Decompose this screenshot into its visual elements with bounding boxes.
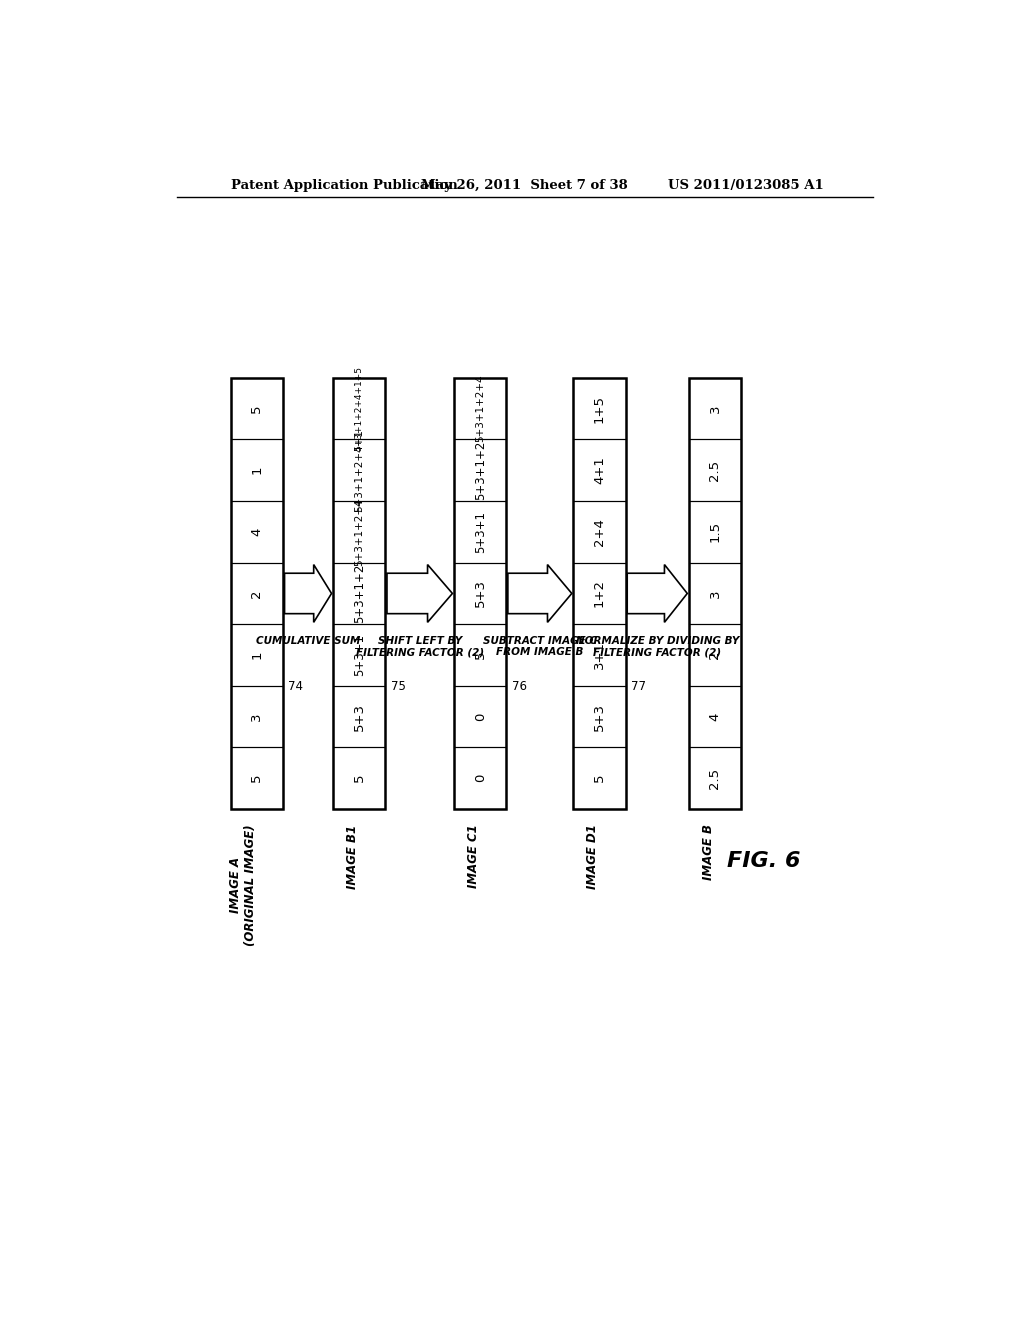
Text: 5: 5	[250, 774, 263, 783]
Text: 0: 0	[474, 713, 486, 721]
Polygon shape	[508, 565, 571, 622]
Bar	[689, 686, 741, 747]
Text: IMAGE D1: IMAGE D1	[587, 825, 599, 890]
Bar	[689, 624, 741, 686]
Bar	[454, 624, 506, 686]
Text: 5: 5	[352, 774, 366, 783]
Bar	[573, 686, 626, 747]
Text: IMAGE B1: IMAGE B1	[346, 825, 359, 888]
Bar	[689, 440, 741, 502]
Text: 5+3+1+2+4+1+5: 5+3+1+2+4+1+5	[354, 366, 364, 451]
Bar	[573, 378, 626, 440]
Text: 0: 0	[474, 774, 486, 783]
Text: FIG. 6: FIG. 6	[727, 851, 801, 871]
Bar	[333, 747, 385, 809]
Bar	[454, 378, 506, 809]
Text: 2: 2	[709, 651, 722, 659]
Text: 1+5: 1+5	[593, 395, 606, 422]
Text: 3: 3	[709, 589, 722, 598]
Text: 2+4: 2+4	[593, 517, 606, 545]
Text: 5+3+1+2+4+1: 5+3+1+2+4+1	[354, 429, 365, 512]
Text: 75: 75	[391, 680, 406, 693]
Bar	[454, 502, 506, 562]
Text: 5+3: 5+3	[593, 702, 606, 731]
Text: 5: 5	[593, 774, 606, 783]
Text: 1.5: 1.5	[709, 521, 722, 543]
Text: IMAGE A
(ORIGINAL IMAGE): IMAGE A (ORIGINAL IMAGE)	[228, 825, 257, 946]
Bar	[454, 440, 506, 502]
Text: May 26, 2011  Sheet 7 of 38: May 26, 2011 Sheet 7 of 38	[422, 178, 628, 191]
Bar	[454, 686, 506, 747]
Polygon shape	[285, 565, 332, 622]
Polygon shape	[628, 565, 687, 622]
Bar	[454, 562, 506, 624]
Bar	[333, 440, 385, 502]
Bar	[333, 686, 385, 747]
Text: IMAGE C1: IMAGE C1	[467, 825, 480, 888]
Text: CUMULATIVE SUM: CUMULATIVE SUM	[256, 636, 360, 645]
Bar	[230, 624, 283, 686]
Text: 4: 4	[709, 713, 722, 721]
Bar	[689, 378, 741, 809]
Text: 1: 1	[250, 466, 263, 474]
Text: 5+3+1+2: 5+3+1+2	[474, 441, 486, 500]
Bar	[573, 378, 626, 809]
Text: NORMALIZE BY DIVIDING BY
FILTERING FACTOR (2): NORMALIZE BY DIVIDING BY FILTERING FACTO…	[575, 636, 739, 657]
Text: 2.5: 2.5	[709, 768, 722, 789]
Text: 1+2: 1+2	[593, 579, 606, 607]
Text: 5+3: 5+3	[352, 702, 366, 731]
Bar	[230, 378, 283, 440]
Bar	[689, 378, 741, 440]
Bar	[333, 502, 385, 562]
Text: 1: 1	[250, 651, 263, 659]
Bar	[573, 624, 626, 686]
Text: 5+3+1: 5+3+1	[474, 511, 486, 553]
Text: Patent Application Publication: Patent Application Publication	[230, 178, 458, 191]
Bar	[333, 378, 385, 440]
Text: SUBTRACT IMAGE C
FROM IMAGE B: SUBTRACT IMAGE C FROM IMAGE B	[482, 636, 597, 657]
Bar	[230, 378, 283, 809]
Bar	[689, 747, 741, 809]
Text: US 2011/0123085 A1: US 2011/0123085 A1	[668, 178, 823, 191]
Bar	[573, 747, 626, 809]
Text: 3: 3	[250, 713, 263, 721]
Bar	[230, 502, 283, 562]
Text: IMAGE B: IMAGE B	[702, 825, 715, 880]
Bar	[333, 378, 385, 809]
Bar	[230, 440, 283, 502]
Text: 5: 5	[474, 651, 486, 659]
Text: 5+3+1: 5+3+1	[352, 634, 366, 676]
Bar	[333, 562, 385, 624]
Bar	[230, 562, 283, 624]
Text: 4: 4	[250, 528, 263, 536]
Text: 2: 2	[250, 589, 263, 598]
Bar	[454, 378, 506, 440]
Text: 76: 76	[512, 680, 526, 693]
Text: 2.5: 2.5	[709, 459, 722, 480]
Bar	[454, 747, 506, 809]
Text: 5+3+1+2: 5+3+1+2	[352, 564, 366, 623]
Text: 3+1: 3+1	[593, 642, 606, 669]
Bar	[689, 502, 741, 562]
Bar	[333, 624, 385, 686]
Text: 5: 5	[250, 404, 263, 413]
Text: 3: 3	[709, 404, 722, 413]
Bar	[573, 562, 626, 624]
Text: 4+1: 4+1	[593, 457, 606, 484]
Bar	[573, 440, 626, 502]
Text: 74: 74	[289, 680, 303, 693]
Bar	[230, 747, 283, 809]
Text: 5+3+1+2+4: 5+3+1+2+4	[475, 375, 485, 442]
Text: 77: 77	[631, 680, 646, 693]
Text: 5+3: 5+3	[474, 579, 486, 607]
Bar	[230, 686, 283, 747]
Bar	[689, 562, 741, 624]
Polygon shape	[387, 565, 453, 622]
Text: SHIFT LEFT BY
FILTERING FACTOR (2): SHIFT LEFT BY FILTERING FACTOR (2)	[355, 636, 483, 657]
Text: 5+3+1+2+4: 5+3+1+2+4	[354, 498, 365, 566]
Bar	[573, 502, 626, 562]
